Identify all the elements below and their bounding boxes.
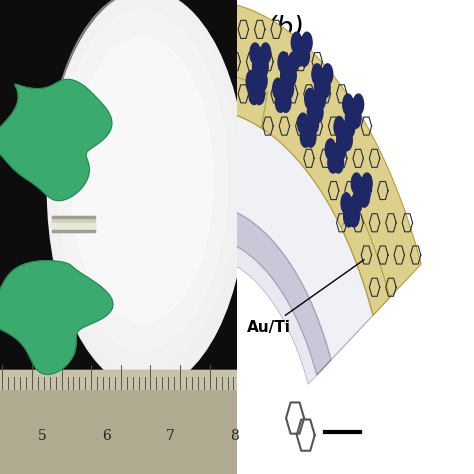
Circle shape: [334, 117, 345, 137]
Circle shape: [278, 83, 288, 104]
Circle shape: [353, 94, 364, 115]
Circle shape: [351, 107, 361, 128]
Circle shape: [343, 94, 353, 115]
Bar: [52, 223, 95, 230]
Circle shape: [308, 113, 319, 134]
Circle shape: [339, 121, 350, 142]
Circle shape: [315, 77, 325, 98]
Circle shape: [312, 64, 322, 85]
Circle shape: [246, 71, 256, 91]
Circle shape: [301, 127, 311, 147]
Polygon shape: [0, 79, 112, 201]
Circle shape: [346, 198, 357, 219]
Polygon shape: [206, 204, 331, 375]
Circle shape: [281, 65, 291, 86]
Polygon shape: [207, 109, 373, 360]
Polygon shape: [286, 402, 304, 434]
Circle shape: [283, 78, 293, 99]
Bar: [0, 370, 237, 474]
Circle shape: [283, 56, 294, 77]
Bar: [52, 216, 95, 218]
Circle shape: [315, 89, 326, 109]
Circle shape: [306, 127, 316, 147]
Circle shape: [281, 91, 291, 112]
Circle shape: [352, 193, 362, 214]
Text: 8: 8: [230, 429, 239, 443]
Circle shape: [260, 43, 271, 64]
Circle shape: [330, 144, 341, 164]
Circle shape: [255, 48, 265, 69]
Polygon shape: [208, 72, 267, 128]
Circle shape: [342, 130, 352, 151]
Circle shape: [319, 77, 330, 98]
Circle shape: [303, 118, 313, 139]
Circle shape: [359, 186, 370, 207]
Circle shape: [349, 206, 359, 227]
Circle shape: [275, 91, 286, 112]
Circle shape: [341, 193, 352, 214]
Bar: [0, 370, 237, 389]
Circle shape: [47, 0, 246, 389]
Circle shape: [354, 186, 365, 207]
Circle shape: [251, 75, 262, 96]
Circle shape: [289, 52, 299, 73]
Circle shape: [249, 84, 259, 105]
Circle shape: [317, 69, 328, 90]
Polygon shape: [341, 201, 390, 315]
Circle shape: [328, 152, 338, 173]
Circle shape: [253, 56, 263, 77]
Circle shape: [57, 9, 228, 351]
Circle shape: [346, 107, 356, 128]
Circle shape: [298, 113, 308, 134]
Circle shape: [250, 43, 260, 64]
Text: Au/Ti: Au/Ti: [246, 260, 364, 335]
Circle shape: [273, 78, 283, 99]
Text: 5: 5: [38, 429, 47, 443]
Circle shape: [313, 102, 323, 123]
Circle shape: [256, 71, 267, 91]
Circle shape: [307, 102, 318, 123]
Text: 6: 6: [102, 429, 111, 443]
Circle shape: [71, 38, 213, 322]
Circle shape: [302, 32, 312, 53]
Text: (b): (b): [265, 14, 305, 42]
Circle shape: [344, 206, 354, 227]
Circle shape: [47, 0, 237, 370]
Circle shape: [351, 173, 362, 194]
Circle shape: [356, 178, 367, 199]
Polygon shape: [0, 261, 113, 374]
Circle shape: [348, 99, 358, 119]
Polygon shape: [208, 0, 421, 315]
Circle shape: [333, 152, 344, 173]
Circle shape: [286, 65, 296, 86]
Circle shape: [278, 52, 289, 73]
Circle shape: [362, 173, 372, 194]
Circle shape: [299, 46, 310, 66]
Circle shape: [336, 139, 346, 160]
Circle shape: [310, 93, 320, 114]
Circle shape: [254, 84, 264, 105]
Bar: [52, 216, 95, 232]
Circle shape: [337, 130, 347, 151]
Bar: [52, 230, 95, 232]
Circle shape: [292, 32, 302, 53]
Polygon shape: [297, 419, 315, 451]
Circle shape: [294, 46, 304, 66]
Circle shape: [345, 117, 355, 137]
Circle shape: [305, 89, 315, 109]
Circle shape: [325, 139, 336, 160]
Circle shape: [297, 37, 307, 58]
Text: 7: 7: [166, 429, 175, 443]
Polygon shape: [206, 237, 317, 384]
Circle shape: [322, 64, 333, 85]
Circle shape: [258, 56, 268, 77]
